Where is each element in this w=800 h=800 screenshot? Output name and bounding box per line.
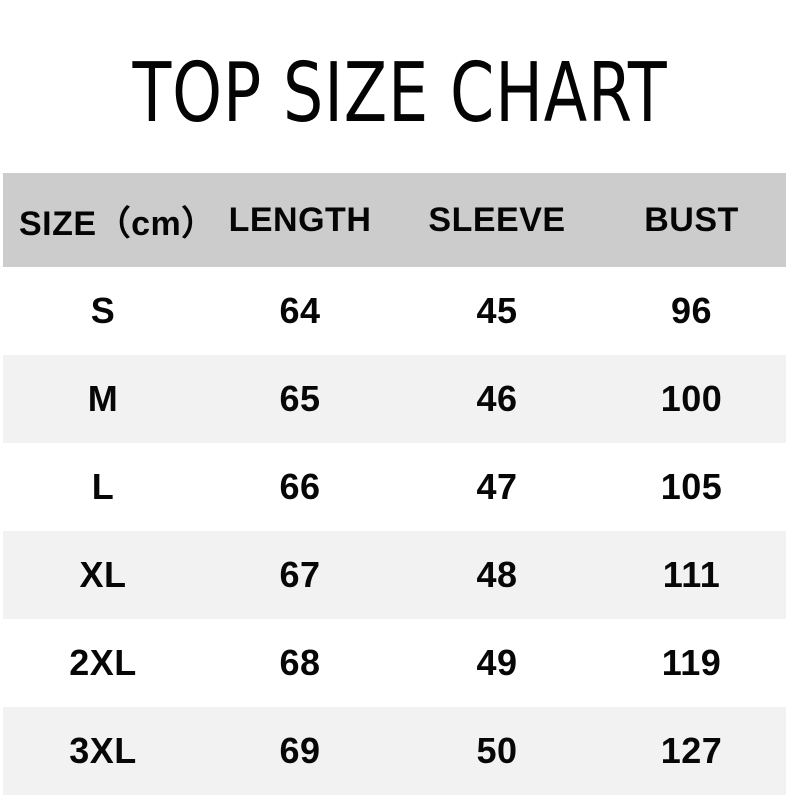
size-chart-table: SIZE（cm） LENGTH SLEEVE BUST S 64 45 96 M… bbox=[3, 173, 786, 795]
table-header: SIZE（cm） LENGTH SLEEVE BUST bbox=[3, 173, 786, 267]
cell-sleeve: 48 bbox=[476, 554, 518, 595]
cell-length: 69 bbox=[279, 730, 321, 771]
column-header-sleeve: SLEEVE bbox=[428, 200, 566, 239]
cell-length: 65 bbox=[279, 378, 321, 419]
cell-length: 68 bbox=[279, 642, 321, 683]
cell-bust: 119 bbox=[661, 642, 722, 683]
column-header-size: SIZE（cm） bbox=[19, 204, 216, 243]
table-row: 2XL 68 49 119 bbox=[3, 619, 786, 707]
cell-sleeve: 49 bbox=[476, 642, 518, 683]
table-row: M 65 46 100 bbox=[3, 355, 786, 443]
cell-sleeve: 46 bbox=[476, 378, 518, 419]
cell-length: 64 bbox=[279, 290, 321, 331]
table-row: 3XL 69 50 127 bbox=[3, 707, 786, 795]
cell-bust: 105 bbox=[660, 466, 723, 507]
column-header-length: LENGTH bbox=[228, 200, 372, 239]
cell-size: M bbox=[87, 378, 119, 419]
cell-length: 66 bbox=[279, 466, 321, 507]
cell-size: S bbox=[90, 290, 116, 331]
table-row: S 64 45 96 bbox=[3, 267, 786, 355]
table-row: XL 67 48 111 bbox=[3, 531, 786, 619]
cell-bust: 96 bbox=[670, 290, 713, 331]
cell-size: 3XL bbox=[69, 730, 137, 771]
cell-size: L bbox=[91, 466, 115, 507]
cell-sleeve: 47 bbox=[476, 466, 518, 507]
cell-size: XL bbox=[79, 554, 127, 595]
cell-sleeve: 50 bbox=[476, 730, 518, 771]
column-header-bust: BUST bbox=[644, 200, 739, 239]
cell-bust: 127 bbox=[660, 730, 723, 771]
cell-bust: 100 bbox=[660, 378, 723, 419]
cell-sleeve: 45 bbox=[476, 290, 518, 331]
cell-bust: 111 bbox=[662, 554, 721, 595]
cell-size: 2XL bbox=[69, 642, 137, 683]
page-title: TOP SIZE CHART bbox=[132, 46, 668, 141]
table-row: L 66 47 105 bbox=[3, 443, 786, 531]
table-body: S 64 45 96 M 65 46 100 L 66 47 105 XL 67… bbox=[3, 267, 786, 795]
table-header-row: SIZE（cm） LENGTH SLEEVE BUST bbox=[3, 173, 786, 267]
cell-length: 67 bbox=[279, 554, 321, 595]
